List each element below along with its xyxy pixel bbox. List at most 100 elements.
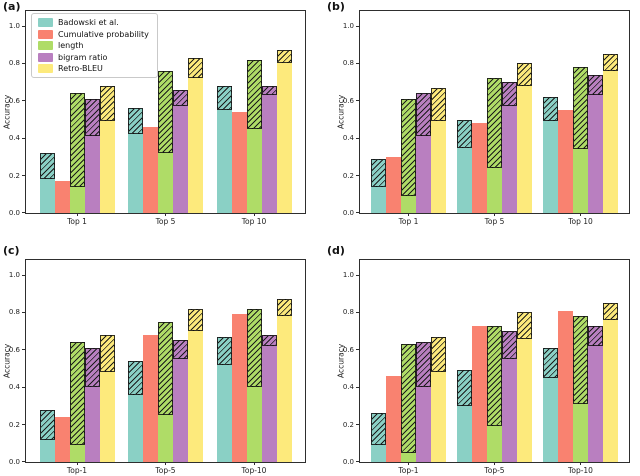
y-tick-mark [356, 212, 360, 213]
bar-group-top-10 [216, 260, 292, 462]
y-tick-mark [356, 274, 360, 276]
cumulative-probability-bar [558, 110, 573, 213]
y-tick-label: 0.6 [342, 96, 354, 105]
x-tick-label: Top 5 [155, 217, 176, 226]
y-tick-mark [356, 349, 360, 351]
cumulative-probability-bar [231, 112, 247, 213]
hatched-segment [588, 325, 603, 347]
x-tick-mark [165, 213, 166, 216]
badowski-et-al-bar [543, 347, 558, 462]
badowski-et-al-bar [371, 158, 386, 213]
legend-label: Badowski et al. [58, 18, 119, 27]
y-tick-label: 0.8 [8, 308, 20, 317]
bar-groups [26, 11, 305, 213]
bigram-ratio-legend-patch [38, 52, 53, 62]
hatched-segment [573, 316, 588, 405]
hatched-segment [246, 308, 262, 388]
x-tick: Top 5 [128, 213, 203, 226]
x-tick-mark [408, 462, 409, 465]
badowski-et-al-bar [457, 119, 472, 213]
x-tick-mark [165, 462, 166, 465]
hatched-segment [84, 98, 100, 137]
badowski-et-al-bar [128, 108, 143, 213]
y-tick-mark [356, 137, 360, 139]
hatched-segment [416, 93, 431, 137]
x-tick-mark [580, 462, 581, 465]
y-tick-label: 0.6 [8, 345, 20, 354]
hatched-segment [276, 50, 292, 64]
x-tick-label: Top 5 [484, 217, 505, 226]
hatched-segment [216, 336, 232, 365]
bar-group-top-1 [371, 11, 446, 213]
legend-label: Cumulative probability [58, 29, 149, 39]
y-tick-label: 0.0 [342, 209, 354, 217]
hatched-segment [173, 89, 188, 107]
hatched-segment [276, 299, 292, 317]
hatched-segment [128, 361, 143, 395]
chart-panel-c: (c) Accuracy 0.0 0.2 0.4 0.6 0.8 1.0 Top-1 Top-5 T… [0, 238, 320, 476]
y-tick-mark [356, 386, 360, 388]
legend-entry: Cumulative probability [38, 29, 149, 39]
retro-bleu-bar [99, 334, 115, 462]
cumulative-probability-bar [386, 156, 401, 213]
y-tick-label: 0.0 [342, 458, 354, 466]
y-tick-mark [356, 175, 360, 177]
hatched-segment [371, 413, 386, 446]
x-tick-label: Top-1 [398, 466, 419, 475]
y-tick-label: 0.4 [342, 134, 354, 143]
bar-group-top-5 [128, 260, 203, 462]
hatched-segment [99, 85, 115, 122]
hatched-segment [173, 340, 188, 360]
length-bar [69, 93, 85, 213]
y-tick-mark [22, 461, 26, 462]
badowski-et-al-bar [371, 413, 386, 462]
bigram-ratio-bar [416, 342, 431, 462]
hatched-segment [517, 63, 532, 86]
hatched-segment [216, 85, 232, 111]
hatched-segment [128, 108, 143, 135]
x-axis-labels: Top-1 Top-5 Top-10 [26, 462, 305, 475]
y-tick-mark [356, 62, 360, 64]
y-tick-label: 0.2 [342, 420, 354, 429]
x-axis-labels: Top 1 Top 5 Top 10 [360, 213, 629, 226]
x-tick-mark [494, 462, 495, 465]
retro-bleu-bar [603, 54, 618, 213]
cumulative-probability-bar [386, 375, 401, 462]
y-tick-label: 0.6 [342, 345, 354, 354]
x-tick-mark [76, 462, 78, 465]
length-bar [69, 342, 85, 462]
hatched-segment [401, 98, 416, 197]
retro-bleu-bar [517, 63, 532, 213]
hatched-segment [588, 74, 603, 96]
bar-group-top-1 [39, 11, 115, 213]
bigram-ratio-bar [84, 347, 100, 462]
x-tick: Top 1 [40, 213, 115, 226]
hatched-segment [188, 308, 203, 332]
hatched-segment [502, 331, 517, 360]
legend: Badowski et al. Cumulative probability len… [31, 13, 158, 78]
retro-bleu-bar [431, 336, 446, 462]
y-tick-label: 0.2 [342, 171, 354, 180]
hatched-segment [517, 312, 532, 339]
y-tick-label: 0.4 [342, 383, 354, 392]
bar-groups [26, 260, 305, 462]
y-tick-mark [22, 311, 26, 313]
legend-label: Retro-BLEU [58, 64, 103, 73]
x-tick-label: Top 10 [568, 217, 593, 226]
x-tick-mark [253, 213, 255, 216]
hatched-segment [69, 342, 85, 446]
y-tick-mark [22, 100, 26, 102]
x-tick-mark [580, 213, 581, 216]
badowski-et-al-bar [216, 336, 232, 462]
y-axis-title: Accuracy [336, 94, 346, 130]
badowski-et-al-bar [128, 361, 143, 462]
length-bar [401, 344, 416, 462]
bigram-ratio-bar [173, 89, 188, 213]
y-tick-label: 0.8 [342, 59, 354, 68]
x-tick: Top-5 [457, 462, 532, 475]
x-tick-label: Top-5 [484, 466, 505, 475]
retro-bleu-bar [431, 87, 446, 213]
y-axis-title: Accuracy [2, 343, 12, 379]
